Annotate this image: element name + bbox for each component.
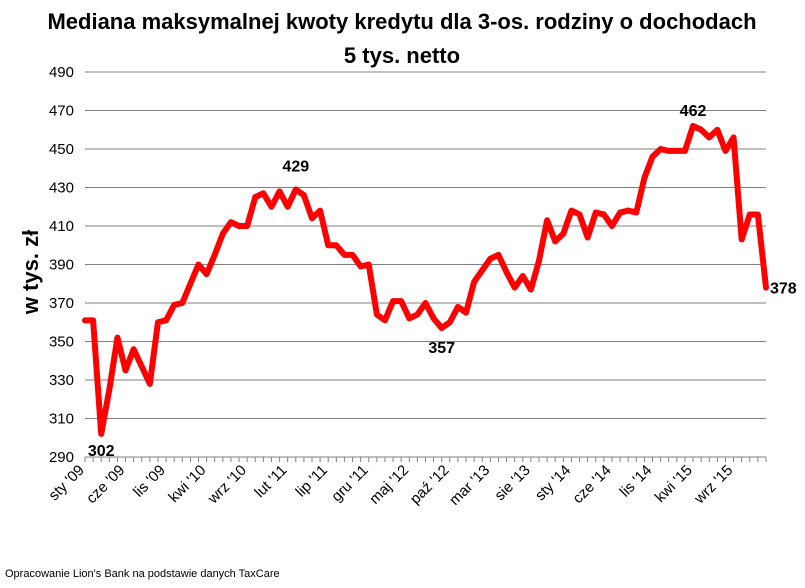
chart-title-line1: Mediana maksymalnej kwoty kredytu dla 3-…	[47, 9, 756, 34]
data-label-357: 357	[428, 340, 455, 357]
data-label-462: 462	[680, 103, 707, 120]
gridlines	[85, 71, 766, 419]
x-tick-label: lip '11	[292, 462, 331, 501]
y-tick-label: 290	[49, 449, 74, 466]
x-tick-label: sty '09	[45, 462, 87, 504]
x-tick-label: lis '09	[130, 462, 169, 501]
y-tick-label: 390	[49, 257, 74, 274]
y-tick-label: 350	[49, 334, 74, 351]
y-tick-label: 470	[49, 103, 74, 120]
y-tick-labels: 290 310 330 350 370 390 410 430 450 470 490	[49, 64, 74, 466]
x-tick-label: wrz '10	[204, 462, 250, 508]
chart-title-line2: 5 tys. netto	[344, 43, 460, 68]
x-tick-label: cze '09	[83, 462, 128, 507]
y-tick-label: 490	[49, 64, 74, 81]
x-tick-label: lut '11	[251, 462, 290, 501]
data-label-378: 378	[770, 281, 797, 298]
x-tick-label: mar '13	[446, 462, 493, 509]
y-tick-label: 410	[49, 218, 74, 235]
x-tick-label: paź '12	[407, 462, 453, 508]
source-note: Opracowanie Lion's Bank na podstawie dan…	[5, 568, 280, 580]
y-tick-label: 310	[49, 411, 74, 428]
x-tick-label: wrz '15	[690, 462, 736, 508]
x-tick-label: cze '14	[569, 462, 614, 507]
x-tick-label: kwi '10	[165, 462, 209, 506]
series-line	[82, 122, 769, 437]
y-tick-label: 430	[49, 180, 74, 197]
x-tick-label: gru '11	[328, 462, 371, 505]
x-tick-label: kwi '15	[652, 462, 696, 506]
x-tick-label: sie '13	[491, 462, 533, 504]
x-tick-label: lis '14	[617, 462, 656, 501]
y-axis-label: w tys. zł	[18, 230, 43, 315]
x-tick-label: maj '12	[366, 462, 412, 508]
y-tick-label: 370	[49, 295, 74, 312]
data-label-302: 302	[88, 443, 115, 460]
y-tick-label: 450	[49, 141, 74, 158]
data-labels: 302 429 357 462 378	[88, 103, 797, 460]
data-label-429: 429	[282, 158, 309, 175]
x-tick-label: sty '14	[532, 462, 574, 504]
y-tick-label: 330	[49, 372, 74, 389]
